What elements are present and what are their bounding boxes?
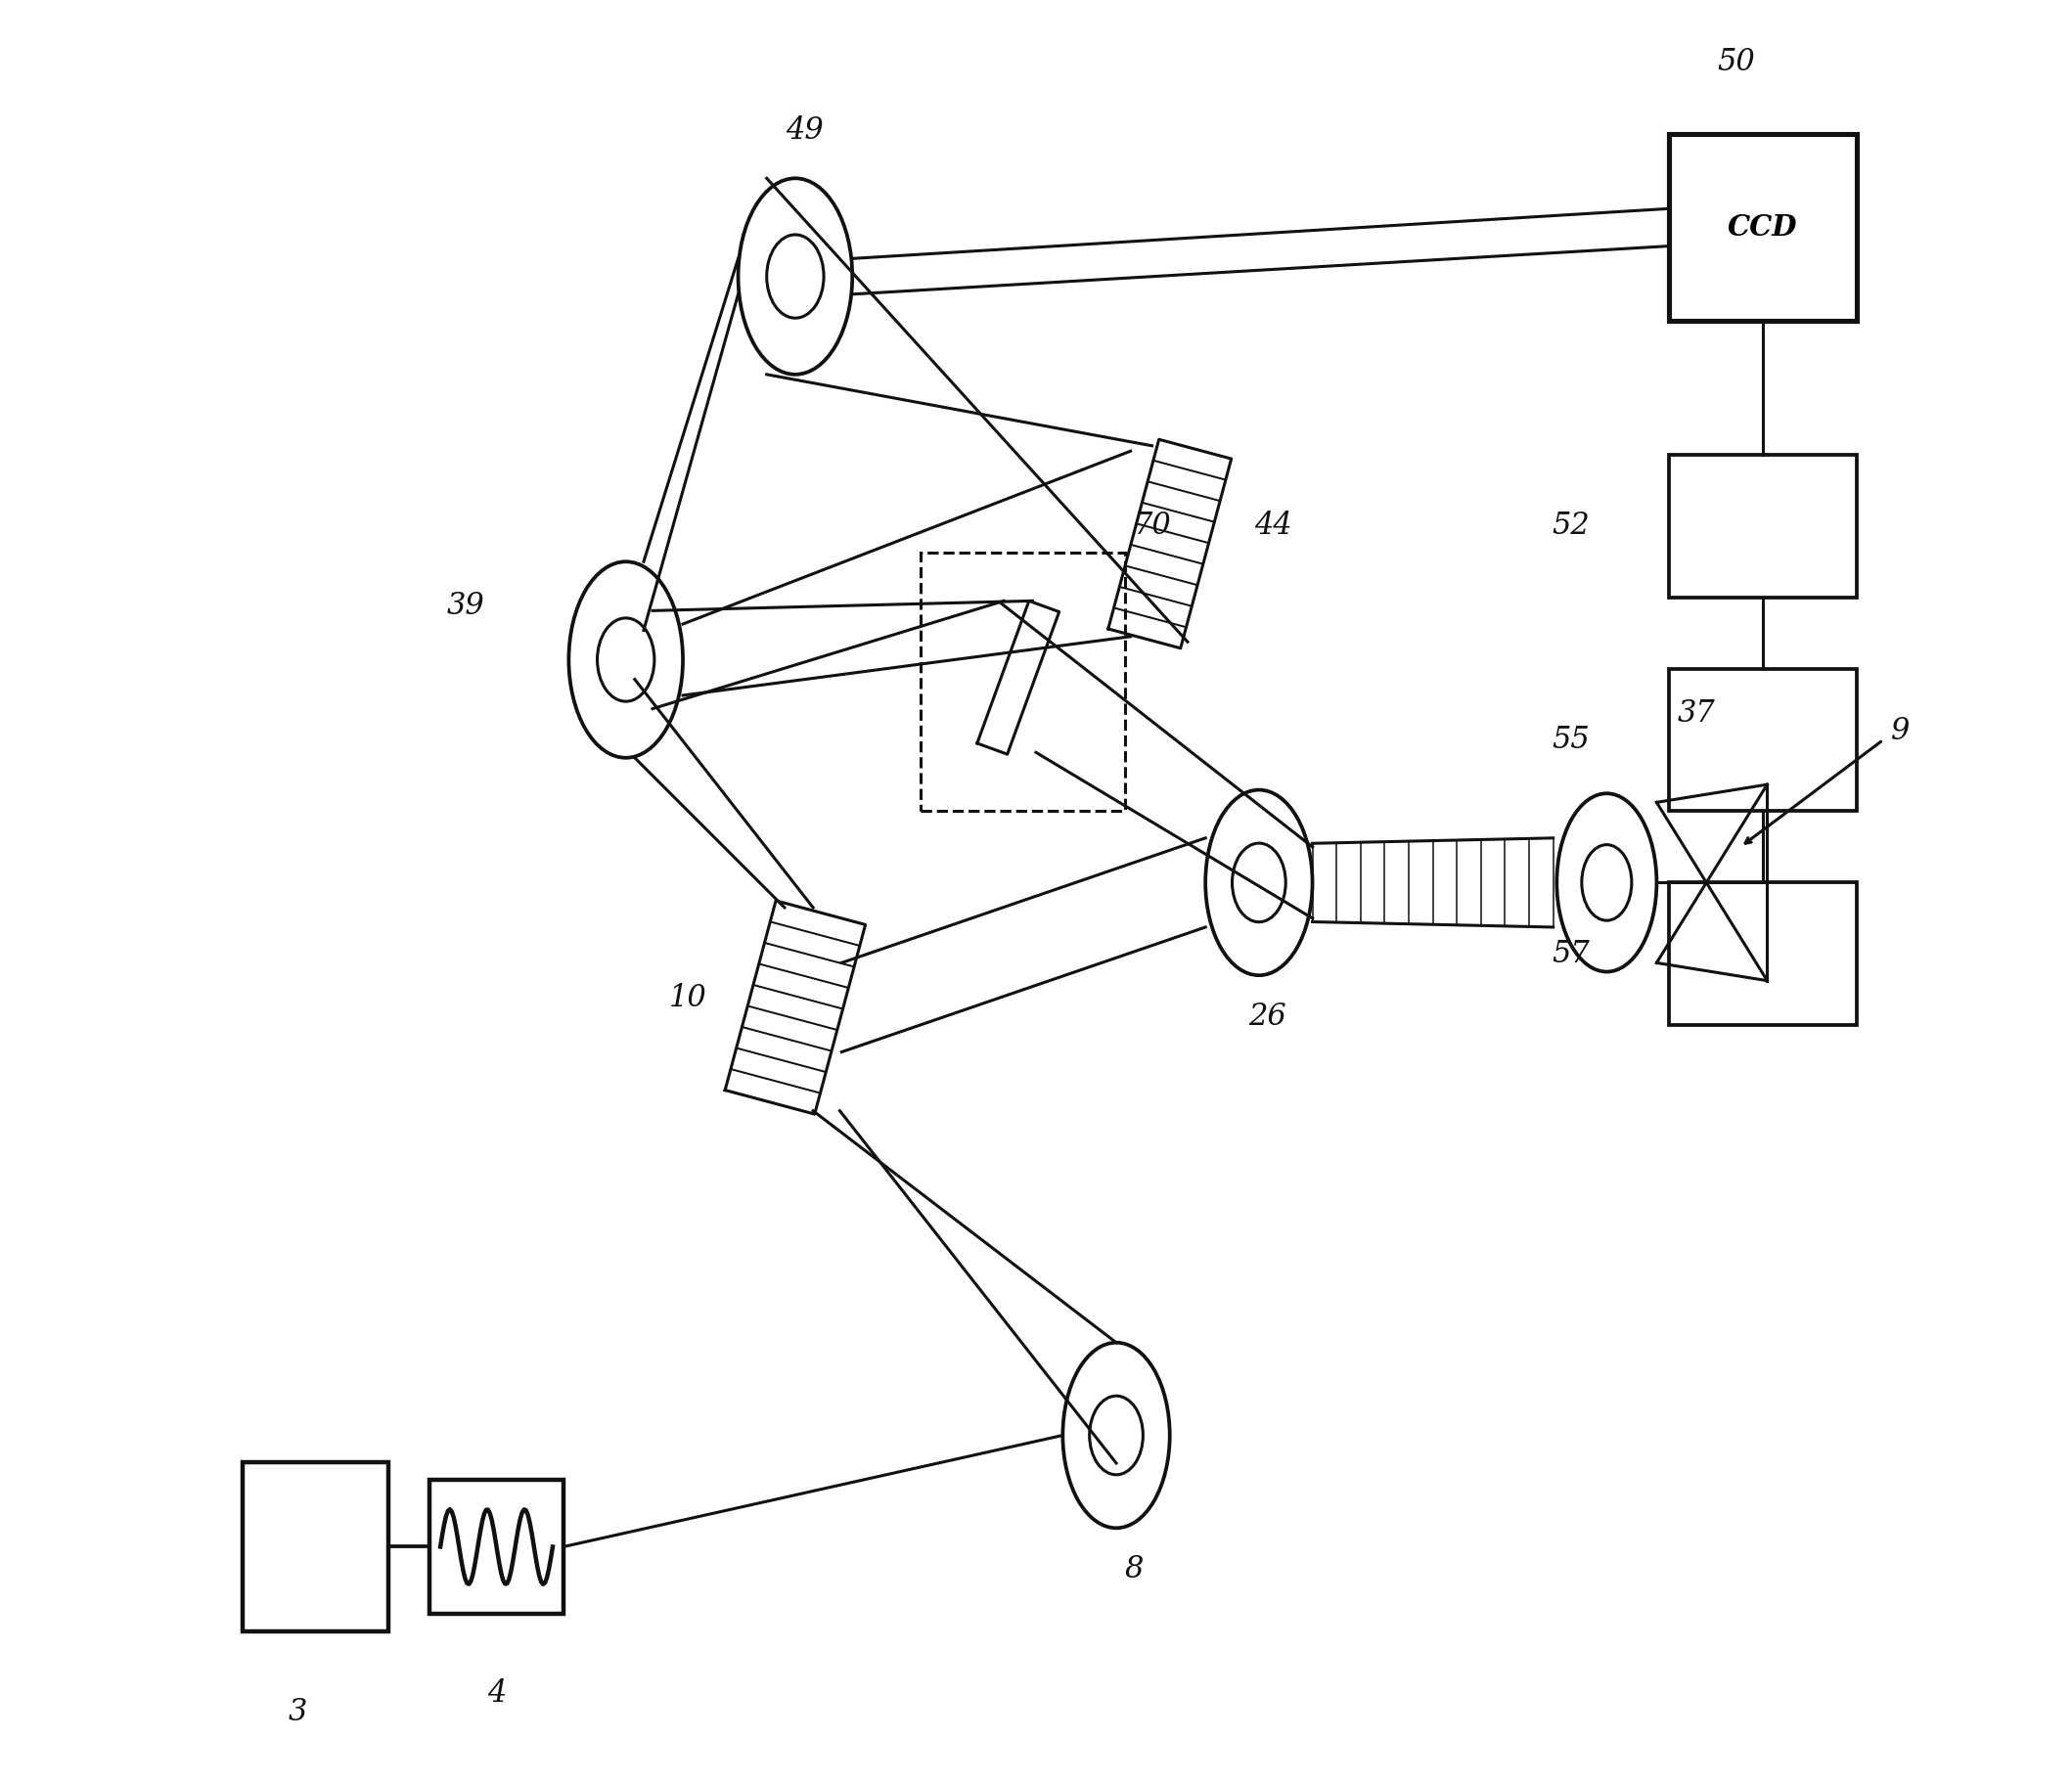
Text: 4: 4 xyxy=(487,1678,506,1710)
Bar xyxy=(1670,455,1857,597)
Text: 39: 39 xyxy=(445,590,485,622)
Text: 26: 26 xyxy=(1249,1000,1287,1032)
Text: 55: 55 xyxy=(1552,724,1589,756)
Text: 44: 44 xyxy=(1254,510,1293,542)
Bar xyxy=(920,553,1125,811)
Text: 50: 50 xyxy=(1718,46,1755,78)
Bar xyxy=(1670,669,1857,811)
Text: 52: 52 xyxy=(1552,510,1589,542)
Bar xyxy=(1670,883,1857,1025)
Text: 3: 3 xyxy=(288,1696,307,1728)
Text: 10: 10 xyxy=(669,982,707,1015)
Bar xyxy=(242,1462,390,1631)
Text: 49: 49 xyxy=(785,114,823,146)
Text: 37: 37 xyxy=(1676,697,1716,729)
Text: 8: 8 xyxy=(1125,1553,1144,1585)
Text: CCD: CCD xyxy=(1728,214,1798,241)
Text: 70: 70 xyxy=(1133,510,1171,542)
Text: 57: 57 xyxy=(1552,938,1589,970)
Text: 9: 9 xyxy=(1892,715,1910,747)
Bar xyxy=(1670,134,1857,321)
Bar xyxy=(429,1480,564,1614)
